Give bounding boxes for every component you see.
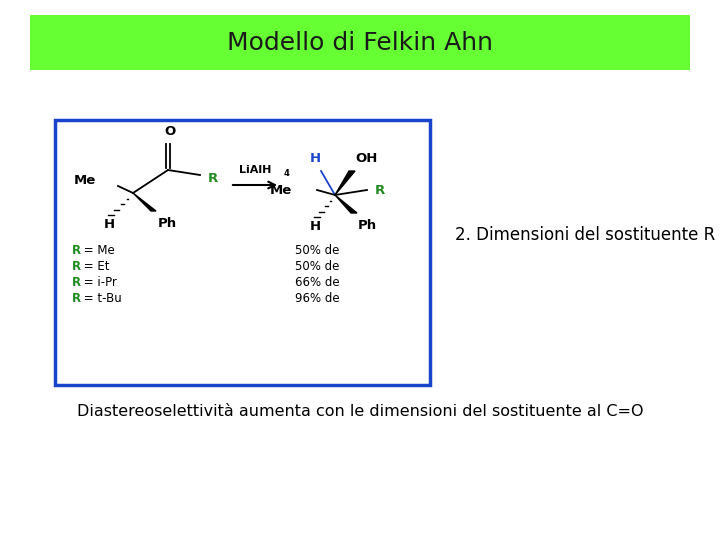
Text: = i-Pr: = i-Pr <box>80 275 117 288</box>
Text: R: R <box>72 292 81 305</box>
Text: R: R <box>72 244 81 256</box>
Text: Modello di Felkin Ahn: Modello di Felkin Ahn <box>227 30 493 55</box>
Text: Ph: Ph <box>158 217 177 230</box>
Text: = t-Bu: = t-Bu <box>80 292 122 305</box>
Text: Diastereoselettività aumenta con le dimensioni del sostituente al C=O: Diastereoselettività aumenta con le dime… <box>77 404 643 420</box>
Text: 66% de: 66% de <box>295 275 340 288</box>
Text: H: H <box>310 220 320 233</box>
Bar <box>30 15 690 70</box>
Text: H: H <box>310 152 320 165</box>
Text: = Et: = Et <box>80 260 109 273</box>
Text: R: R <box>72 260 81 273</box>
Text: 4: 4 <box>284 169 290 178</box>
Text: Ph: Ph <box>358 219 377 232</box>
Text: LiAlH: LiAlH <box>239 165 271 175</box>
Text: R: R <box>72 275 81 288</box>
Text: Me: Me <box>73 174 96 187</box>
Polygon shape <box>133 193 156 211</box>
Text: H: H <box>104 218 114 231</box>
Polygon shape <box>335 195 357 213</box>
Text: OH: OH <box>355 152 377 165</box>
Text: R: R <box>375 184 385 197</box>
Text: O: O <box>164 125 176 138</box>
Text: 2. Dimensioni del sostituente R al C=O: 2. Dimensioni del sostituente R al C=O <box>455 226 720 244</box>
Text: 96% de: 96% de <box>295 292 340 305</box>
Text: 50% de: 50% de <box>295 260 339 273</box>
Bar <box>55 120 430 385</box>
Text: = Me: = Me <box>80 244 114 256</box>
Text: R: R <box>208 172 218 185</box>
Polygon shape <box>335 171 355 195</box>
Text: 50% de: 50% de <box>295 244 339 256</box>
Text: Me: Me <box>270 184 292 197</box>
